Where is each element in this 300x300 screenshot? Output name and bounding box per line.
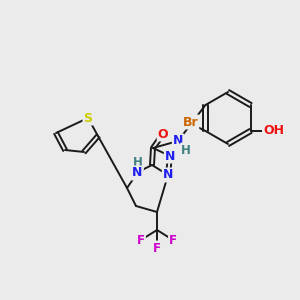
- Text: N: N: [132, 167, 142, 179]
- Text: O: O: [158, 128, 168, 140]
- Text: S: S: [83, 112, 92, 124]
- Text: H: H: [133, 157, 143, 169]
- Text: F: F: [153, 242, 161, 254]
- Text: H: H: [181, 143, 191, 157]
- Text: OH: OH: [263, 124, 284, 137]
- Text: F: F: [137, 233, 145, 247]
- Text: N: N: [163, 169, 173, 182]
- Text: Br: Br: [183, 116, 198, 128]
- Text: N: N: [165, 149, 175, 163]
- Text: F: F: [169, 233, 177, 247]
- Text: N: N: [173, 134, 183, 148]
